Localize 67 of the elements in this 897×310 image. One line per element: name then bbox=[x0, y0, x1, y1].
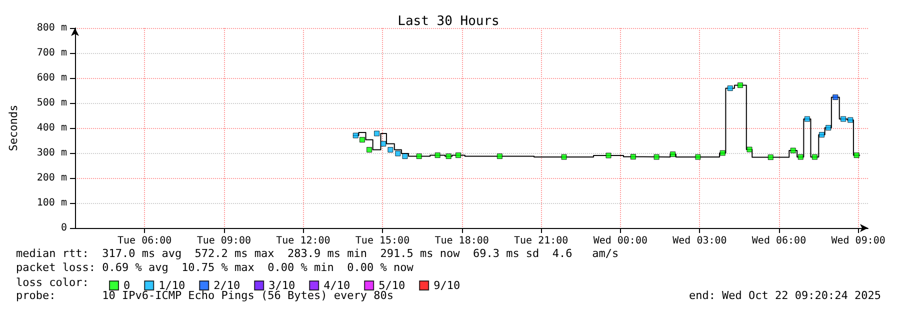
y-tick-label: 100 m bbox=[36, 198, 67, 208]
x-tick-label: Tue 12:00 bbox=[276, 236, 330, 246]
point bbox=[720, 150, 726, 156]
text: median rtt: 317.0 ms avg 572.2 ms max 283.9 ms min 291.5 ms now 69.3 ms sd 4.6 am/s bbox=[16, 247, 619, 260]
y-tick-label: 200 m bbox=[36, 172, 67, 184]
point bbox=[840, 116, 846, 122]
point bbox=[790, 148, 796, 154]
point bbox=[359, 137, 365, 142]
legend-title: loss color: bbox=[16, 276, 89, 289]
point bbox=[848, 117, 854, 123]
legend-label: 9/10 bbox=[434, 279, 460, 292]
point bbox=[366, 147, 372, 152]
x-tick-label: Tue 21:00 bbox=[514, 236, 568, 246]
point bbox=[818, 132, 824, 138]
text: end: Wed Oct 22 09:20:24 2025 bbox=[688, 289, 882, 302]
point bbox=[630, 154, 636, 160]
point bbox=[606, 152, 612, 158]
point bbox=[727, 86, 733, 91]
text: packet loss: 0.69 % avg 10.75 % max 0.00 % min 0.00 % now bbox=[16, 261, 414, 274]
point bbox=[561, 154, 567, 160]
point bbox=[798, 154, 804, 160]
point bbox=[456, 152, 462, 158]
text: probe: 10 IPv6-ICMP Echo Pings (56 Bytes) every 80s bbox=[16, 289, 394, 302]
point bbox=[374, 130, 380, 136]
y-tick-label: 500 m bbox=[36, 98, 67, 108]
point bbox=[804, 116, 810, 122]
x-tick-label: Tue 18:00 bbox=[434, 236, 489, 246]
point bbox=[826, 125, 832, 130]
y-tick-label: 300 m bbox=[36, 148, 67, 158]
point bbox=[416, 154, 422, 159]
chart-title: Last 30 Hours bbox=[398, 14, 500, 29]
point bbox=[446, 154, 452, 159]
y-tick-label: 400 m bbox=[36, 122, 67, 134]
point bbox=[746, 146, 752, 152]
x-tick-label: Tue 09:00 bbox=[196, 236, 251, 246]
point bbox=[380, 141, 386, 146]
point bbox=[768, 154, 774, 160]
point bbox=[737, 82, 743, 88]
y-tick-label: 600 m bbox=[36, 72, 67, 84]
x-tick-label: Wed 00:00 bbox=[593, 236, 648, 246]
legend-label: 5/10 bbox=[378, 279, 406, 292]
x-tick-label: Wed 03:00 bbox=[672, 236, 727, 246]
legend-label: 4/10 bbox=[324, 279, 350, 292]
point bbox=[496, 154, 502, 159]
point bbox=[395, 150, 401, 156]
point bbox=[670, 152, 676, 157]
point bbox=[695, 154, 701, 160]
y-axis-title: Seconds bbox=[7, 104, 20, 152]
point bbox=[388, 147, 394, 152]
point bbox=[854, 152, 860, 158]
point bbox=[402, 154, 408, 159]
legend-label: 0 bbox=[124, 279, 130, 292]
point bbox=[654, 154, 660, 160]
y-tick-label: 0 bbox=[60, 222, 67, 234]
point bbox=[812, 154, 818, 160]
legend-label: 1/10 bbox=[158, 279, 186, 292]
y-tick-label: 800 m bbox=[36, 22, 67, 34]
point bbox=[434, 152, 440, 158]
point bbox=[832, 94, 838, 100]
point bbox=[352, 132, 358, 138]
x-tick-label: Tue 15:00 bbox=[355, 236, 410, 246]
x-tick-label: Tue 06:00 bbox=[118, 236, 172, 246]
legend-label: 3/10 bbox=[268, 279, 296, 292]
y-tick-label: 700 m bbox=[36, 48, 67, 58]
x-tick-label: Wed 09:00 bbox=[831, 236, 886, 246]
legend-label: 2/10 bbox=[214, 279, 240, 292]
x-tick-label: Wed 06:00 bbox=[752, 236, 806, 246]
